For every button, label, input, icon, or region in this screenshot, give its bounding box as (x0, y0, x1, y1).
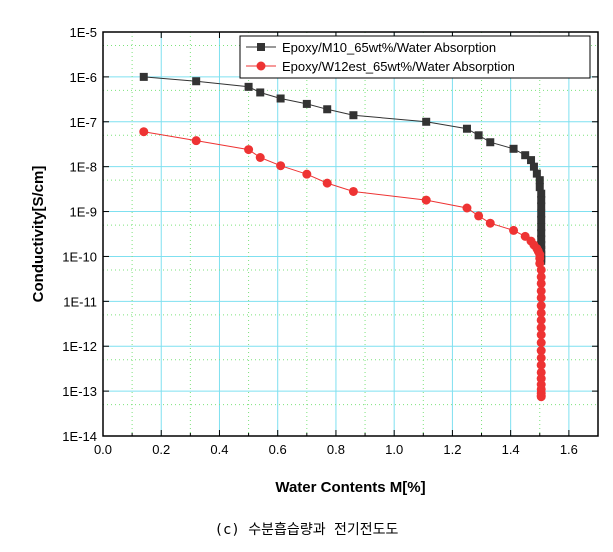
data-point (536, 308, 546, 318)
data-point (537, 196, 546, 205)
y-tick-label: 1E-13 (62, 384, 97, 399)
data-point (536, 392, 546, 402)
y-tick-label: 1E-14 (62, 429, 97, 444)
y-tick-label: 1E-6 (70, 70, 97, 85)
y-axis-label: Conductivity[S/cm] (30, 166, 47, 303)
data-point (276, 161, 286, 171)
data-point (536, 330, 546, 340)
series-1 (139, 72, 546, 265)
data-point (537, 240, 546, 249)
data-point (256, 88, 265, 97)
legend-box (239, 35, 591, 79)
data-point (462, 203, 472, 213)
data-point (536, 286, 546, 296)
data-point (537, 215, 546, 224)
y-tick-label: 1E-10 (62, 249, 97, 264)
x-tick-label: 1.4 (502, 442, 520, 457)
data-point (509, 225, 519, 235)
x-axis-label: Water Contents M[%] (275, 479, 425, 496)
data-point (537, 223, 546, 232)
data-point (536, 323, 546, 333)
data-point (302, 99, 311, 108)
x-tick-label: 0.2 (152, 442, 170, 457)
data-point (422, 117, 431, 126)
data-point (509, 144, 518, 153)
data-point (536, 360, 546, 370)
data-point (191, 136, 201, 146)
data-point (536, 338, 546, 348)
data-point (532, 169, 541, 178)
plot-frame (102, 31, 599, 437)
data-point (323, 105, 332, 114)
data-point (192, 77, 201, 86)
data-point (348, 186, 358, 196)
data-point (139, 127, 149, 137)
data-point (244, 145, 254, 155)
data-point (536, 346, 546, 356)
x-tick-label: 0.8 (327, 442, 345, 457)
data-point (535, 176, 544, 185)
y-tick-label: 1E-8 (70, 160, 97, 175)
y-tick-label: 1E-7 (70, 115, 97, 130)
data-point (537, 189, 546, 198)
data-point (536, 301, 546, 311)
legend-marker (257, 43, 265, 51)
figure-caption: (c) 수분흡습량과 전기전도도 (214, 522, 399, 538)
data-point (536, 353, 546, 363)
data-point (537, 229, 546, 238)
y-tick-label: 1E-11 (63, 294, 97, 309)
data-point (536, 315, 546, 325)
legend-label: Epoxy/M10_65wt%/Water Absorption (282, 40, 496, 55)
data-point (485, 218, 495, 228)
y-tick-label: 1E-9 (70, 205, 97, 220)
data-point (529, 162, 538, 171)
x-tick-label: 1.6 (560, 442, 578, 457)
plot-border (102, 31, 599, 437)
x-tick-label: 0.0 (94, 442, 112, 457)
data-point (537, 209, 546, 218)
data-point (521, 151, 530, 160)
data-point (536, 272, 546, 282)
data-point (474, 211, 484, 221)
legend-label: Epoxy/W12est_65wt%/Water Absorption (282, 59, 515, 74)
data-point (474, 131, 483, 140)
data-point (527, 156, 536, 165)
data-point (139, 72, 148, 81)
data-point (536, 278, 546, 288)
x-tick-label: 0.4 (210, 442, 228, 457)
ticks: 0.0 0.2 0.4 0.6 0.8 1.0 1.2 1.4 1.6 1E-5 1E-6 1E-7 1… (62, 25, 598, 457)
data-point (536, 265, 546, 275)
data-point (537, 235, 546, 244)
data-point (302, 169, 312, 179)
y-tick-label: 1E-5 (70, 25, 97, 40)
data-point (537, 202, 546, 211)
legend: Epoxy/M10_65wt%/Water Absorption Epoxy/W1… (239, 35, 591, 79)
data-point (322, 178, 332, 188)
data-point (462, 124, 471, 133)
data-point (349, 111, 358, 120)
x-tick-label: 1.0 (385, 442, 403, 457)
series-layer (139, 72, 546, 402)
legend-marker (256, 61, 266, 71)
data-point (535, 183, 544, 192)
data-point (486, 138, 495, 147)
x-tick-label: 0.6 (269, 442, 287, 457)
y-tick-label: 1E-12 (62, 339, 97, 354)
data-point (276, 94, 285, 103)
data-point (421, 195, 431, 205)
data-point (536, 293, 546, 303)
data-point (244, 82, 253, 91)
x-tick-label: 1.2 (443, 442, 461, 457)
series-2 (139, 127, 546, 402)
data-point (255, 153, 265, 163)
